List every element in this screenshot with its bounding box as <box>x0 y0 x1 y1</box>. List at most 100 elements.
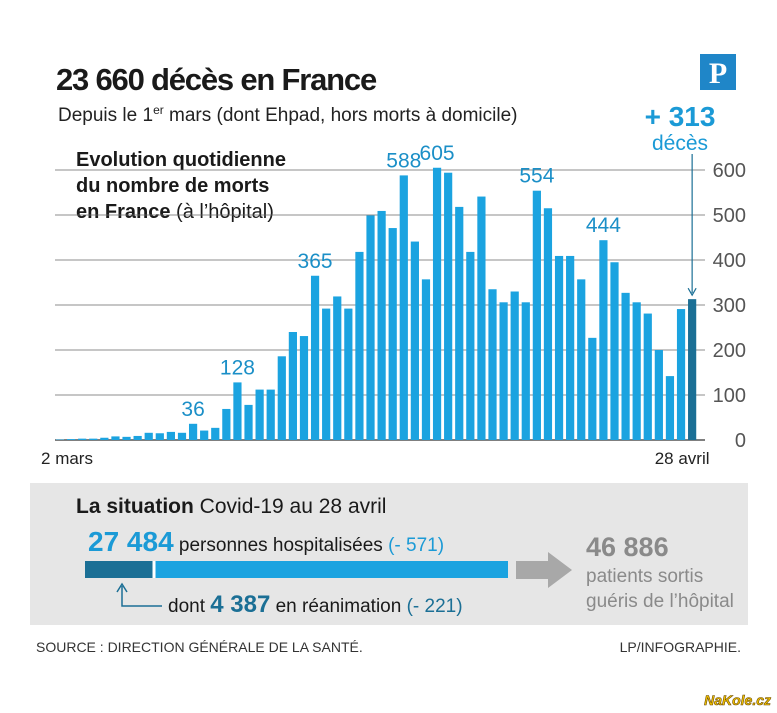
bar <box>688 299 697 440</box>
bar <box>477 196 486 440</box>
bar <box>588 337 597 440</box>
hospitalised-bar <box>85 561 508 578</box>
bar <box>421 279 431 440</box>
bar-gap <box>152 561 156 578</box>
y-tick-label: 300 <box>713 295 746 317</box>
value-label: 444 <box>586 214 621 237</box>
pointer-head <box>687 287 697 297</box>
bar <box>499 302 508 440</box>
bar <box>144 432 153 440</box>
bar <box>377 210 386 440</box>
bar <box>554 255 564 440</box>
bar <box>610 262 619 440</box>
connector-head <box>116 582 128 593</box>
icu: dont 4 387 en réanimation (- 221) <box>168 591 463 618</box>
bar <box>78 438 87 440</box>
bar <box>333 296 342 440</box>
title: 23 660 décès en France <box>56 62 377 97</box>
bar <box>155 433 164 440</box>
bar <box>244 404 253 440</box>
y-tick-label: 400 <box>713 250 746 272</box>
bar <box>676 309 686 440</box>
bar <box>388 228 397 440</box>
value-label: 36 <box>181 398 204 421</box>
bar <box>643 313 652 440</box>
bar <box>255 389 264 440</box>
caption: Evolution quotidienne <box>76 149 286 171</box>
x-tick-label: 2 mars <box>41 449 93 468</box>
bar <box>632 302 641 440</box>
hospital-bar <box>85 561 508 578</box>
bar <box>111 436 120 440</box>
bar <box>455 206 464 440</box>
bar <box>410 241 419 440</box>
caption-bold: en France <box>76 201 170 223</box>
bar <box>322 308 331 440</box>
credit: LP/INFOGRAPHIE. <box>620 639 741 655</box>
bar <box>654 350 663 440</box>
bar <box>211 427 220 440</box>
value-label: 588 <box>386 149 421 172</box>
hospitalised-number: 27 484 <box>88 526 174 557</box>
caption: en France (à l’hôpital) <box>76 201 274 223</box>
hospitalised-change: (- 571) <box>388 535 444 556</box>
bar <box>577 279 586 440</box>
bar <box>200 430 209 440</box>
bar <box>432 167 442 440</box>
x-tick-label: 28 avril <box>655 449 710 468</box>
bar <box>621 292 630 440</box>
icu-prefix: dont <box>168 596 210 617</box>
bar <box>510 291 519 440</box>
situation-title: La situation Covid-19 au 28 avril <box>76 495 386 518</box>
bar <box>222 408 231 440</box>
icu-bar <box>85 561 153 578</box>
icu-number: 4 387 <box>210 591 270 618</box>
bar <box>177 432 187 440</box>
bar <box>344 308 353 440</box>
y-tick-label: 100 <box>713 385 746 407</box>
recovered-number: 46 886 <box>586 532 669 562</box>
recovered-text: guéris de l’hôpital <box>586 591 734 612</box>
bar <box>188 423 198 440</box>
subtitle-part: Depuis le 1 <box>58 105 153 126</box>
source: SOURCE : DIRECTION GÉNÉRALE DE LA SANTÉ. <box>36 639 363 655</box>
bar <box>122 436 131 440</box>
bar <box>299 336 309 440</box>
bar <box>665 376 675 440</box>
bar <box>100 437 109 440</box>
bar <box>133 435 142 440</box>
arrow <box>516 552 572 588</box>
bar <box>532 190 541 440</box>
value-label: 605 <box>420 142 455 165</box>
bar <box>599 240 608 440</box>
bar <box>355 251 364 440</box>
icu-text: en réanimation <box>270 596 406 617</box>
situation-title-rest: Covid-19 au 28 avril <box>194 495 387 518</box>
bar <box>66 439 76 440</box>
caption: du nombre de morts <box>76 175 269 197</box>
y-tick-label: 600 <box>713 160 746 182</box>
y-tick-label: 0 <box>735 430 746 452</box>
recovered-text: patients sortis <box>586 566 703 587</box>
subtitle: Depuis le 1er mars (dont Ehpad, hors mor… <box>58 103 517 126</box>
y-tick-label: 500 <box>713 205 746 227</box>
bar <box>166 431 175 440</box>
hospitalised-text: personnes hospitalisées <box>174 535 388 556</box>
logo-box <box>700 54 736 90</box>
icu-change: (- 221) <box>407 596 463 617</box>
bar <box>310 275 320 440</box>
bar <box>488 289 497 440</box>
bar <box>566 255 575 440</box>
connector <box>121 586 162 607</box>
logo: P <box>709 57 727 90</box>
y-tick-label: 200 <box>713 340 746 362</box>
bar <box>233 382 242 440</box>
hospitalised: 27 484 personnes hospitalisées (- 571) <box>88 526 444 557</box>
bar <box>466 251 475 440</box>
situation-title-bold: La situation <box>76 495 194 518</box>
bar <box>366 215 375 440</box>
bar <box>277 356 286 440</box>
watermark: NaKole.cz <box>704 692 771 708</box>
